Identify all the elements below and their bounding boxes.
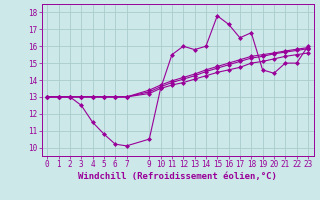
X-axis label: Windchill (Refroidissement éolien,°C): Windchill (Refroidissement éolien,°C) bbox=[78, 172, 277, 181]
